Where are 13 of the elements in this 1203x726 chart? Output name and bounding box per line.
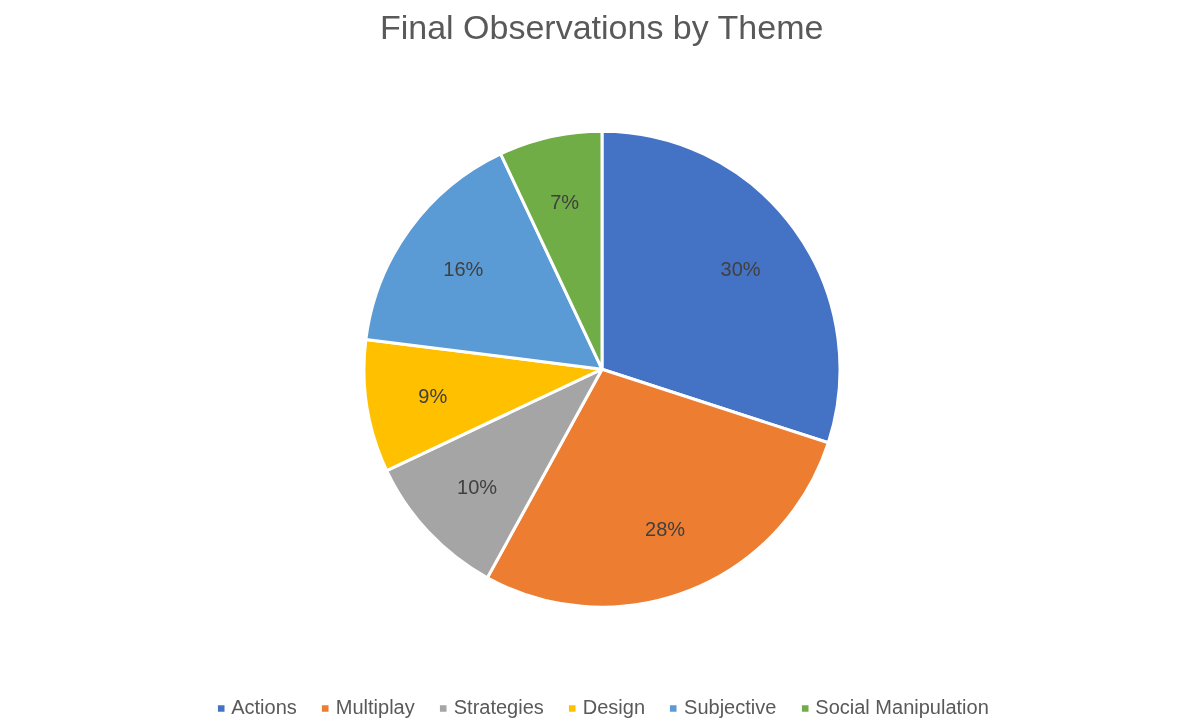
legend-label: Subjective [684, 696, 777, 719]
data-label: 30% [720, 257, 761, 280]
chart-title: Final Observations by Theme [379, 7, 824, 46]
data-label: 16% [443, 257, 484, 280]
legend-label: Social Manipulation [815, 696, 989, 719]
legend-label: Multiplay [335, 696, 415, 719]
legend-label: Actions [231, 696, 297, 719]
legend-label: Strategies [453, 696, 544, 719]
data-label: 10% [457, 475, 498, 498]
data-label: 28% [645, 517, 686, 540]
legend-label: Design [582, 696, 646, 719]
data-label: 9% [418, 385, 448, 408]
data-label: 7% [550, 190, 580, 213]
